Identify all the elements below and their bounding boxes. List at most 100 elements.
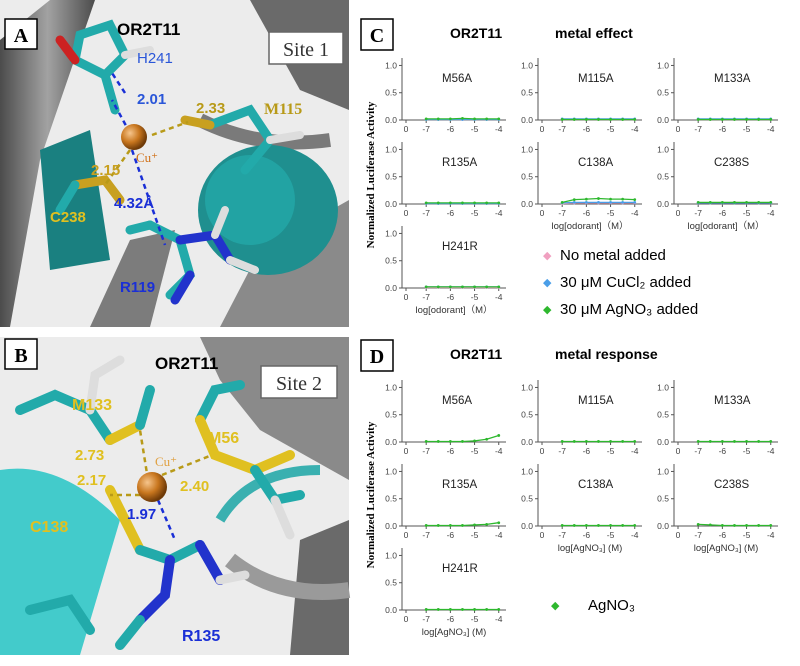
panel-b-letter: B <box>14 345 27 367</box>
data-point <box>745 200 748 204</box>
subplot-title: M115A <box>578 395 614 407</box>
data-point <box>696 522 700 526</box>
panel-b: B OR2T11 Site 2 M133 M56 2.73 Cu⁺ 2.17 2… <box>0 337 351 655</box>
x-tick-label: -7 <box>558 446 566 456</box>
data-point <box>485 522 489 526</box>
y-tick-label: 0.0 <box>657 521 669 531</box>
x-tick-label: -7 <box>694 124 702 134</box>
x-tick-label: -5 <box>743 124 751 134</box>
x-tick-label: -5 <box>607 208 615 218</box>
x-tick-label: 0 <box>540 530 545 540</box>
data-point <box>448 608 452 611</box>
legend-marker-ag: ◆ <box>543 304 552 316</box>
subplot-title: C238S <box>714 157 749 169</box>
y-tick-label: 0.5 <box>385 578 397 588</box>
data-point <box>708 118 712 121</box>
data-point <box>497 117 501 121</box>
panel-a: A OR2T11 Site 1 H241 2.01 2.33 M115 Cu⁺ … <box>0 0 349 327</box>
x-tick-label: -7 <box>422 292 430 302</box>
x-tick-label: -4 <box>631 530 639 540</box>
y-tick-label: 1.0 <box>657 60 669 70</box>
y-tick-label: 0.0 <box>385 283 397 293</box>
data-point <box>609 197 612 201</box>
y-tick-label: 0.5 <box>657 88 669 98</box>
subplot-r135a: 0.0 0.5 1.0 0 -7 -6 -5 -4 R135A <box>385 142 506 218</box>
y-tick-label: 0.5 <box>385 172 397 182</box>
data-point <box>461 285 464 289</box>
data-point <box>769 440 773 443</box>
data-point <box>436 524 440 527</box>
dist-c138: 2.17 <box>77 472 106 489</box>
data-point <box>485 437 489 441</box>
x-tick-label: -6 <box>447 124 455 134</box>
x-tick-label: -6 <box>719 530 727 540</box>
x-tick-label: -6 <box>447 446 455 456</box>
x-tick-label: -5 <box>471 208 479 218</box>
data-point <box>473 523 476 527</box>
data-point <box>708 200 712 204</box>
data-point <box>560 524 564 527</box>
x-tick-label: -5 <box>471 446 479 456</box>
y-tick-label: 0.5 <box>657 410 669 420</box>
panel-d-ylabel: Normalized Luciferase Activity <box>365 421 377 568</box>
x-tick-label: -6 <box>583 208 591 218</box>
x-tick-label: 0 <box>676 530 681 540</box>
label-c138: C138 <box>30 519 68 536</box>
y-tick-label: 0.5 <box>521 88 533 98</box>
dist-m56: 2.40 <box>180 478 209 495</box>
x-tick-label: -6 <box>447 292 455 302</box>
x-tick-label: -6 <box>583 530 591 540</box>
data-point <box>733 118 736 121</box>
y-tick-label: 0.0 <box>385 115 397 125</box>
subplot-c238s: 0.0 0.5 1.0 0 -7 -6 -5 -4 C238S log[odorant]（M） <box>657 142 778 232</box>
x-tick-label: -7 <box>422 208 430 218</box>
x-tick-label: 0 <box>676 208 681 218</box>
x-tick-label: -7 <box>558 124 566 134</box>
x-tick-label: -5 <box>471 124 479 134</box>
x-tick-label: -7 <box>694 446 702 456</box>
data-point <box>461 440 464 443</box>
y-tick-label: 0.0 <box>385 199 397 209</box>
subplot-title: M133A <box>714 395 751 407</box>
data-point <box>609 200 612 204</box>
x-tick-label: -6 <box>447 208 455 218</box>
legend-cu: 30 μM CuCl₂ added <box>560 274 691 291</box>
data-point <box>572 440 576 443</box>
subplot-title: R135A <box>442 479 477 491</box>
data-point <box>757 440 761 443</box>
data-point <box>621 197 625 201</box>
subplot-m115a: 0.0 0.5 1.0 0 -7 -6 -5 -4 M115A <box>521 58 642 134</box>
dist-r119: 4.32Å <box>114 195 154 212</box>
y-tick-label: 1.0 <box>521 60 533 70</box>
y-tick-label: 1.0 <box>385 550 397 560</box>
data-point <box>757 200 761 204</box>
subplot-title: C138A <box>578 479 613 491</box>
data-point <box>609 118 612 121</box>
data-point <box>597 440 600 443</box>
data-point <box>745 118 748 121</box>
label-m115: M115 <box>264 101 302 118</box>
data-point <box>745 440 748 443</box>
data-point <box>436 440 440 443</box>
y-tick-label: 0.0 <box>657 115 669 125</box>
x-tick-label: 0 <box>404 292 409 302</box>
y-tick-label: 0.5 <box>521 494 533 504</box>
x-tick-label: -7 <box>422 614 430 624</box>
data-point <box>633 198 637 202</box>
x-tick-label: -4 <box>631 208 639 218</box>
subplot-h241r: 0.0 0.5 1.0 0 -7 -6 -5 -4 H241R log[odorant]（M） <box>385 226 506 316</box>
data-point <box>584 197 588 201</box>
subplot-m56a: 0.0 0.5 1.0 0 -7 -6 -5 -4 M56A <box>385 58 506 134</box>
x-tick-label: 0 <box>540 124 545 134</box>
data-point <box>720 118 724 121</box>
x-tick-label: -5 <box>607 530 615 540</box>
x-tick-label: -6 <box>719 446 727 456</box>
x-tick-label: -4 <box>495 446 503 456</box>
data-point <box>769 118 773 121</box>
label-cu-b: Cu⁺ <box>155 454 177 469</box>
subplot-c138a: 0.0 0.5 1.0 0 -7 -6 -5 -4 C138A log[AgNO₃] (M) <box>521 464 642 554</box>
data-point <box>757 118 761 121</box>
panel-d-protein: OR2T11 <box>450 346 502 362</box>
x-tick-label: -7 <box>422 446 430 456</box>
data-point <box>733 524 736 527</box>
